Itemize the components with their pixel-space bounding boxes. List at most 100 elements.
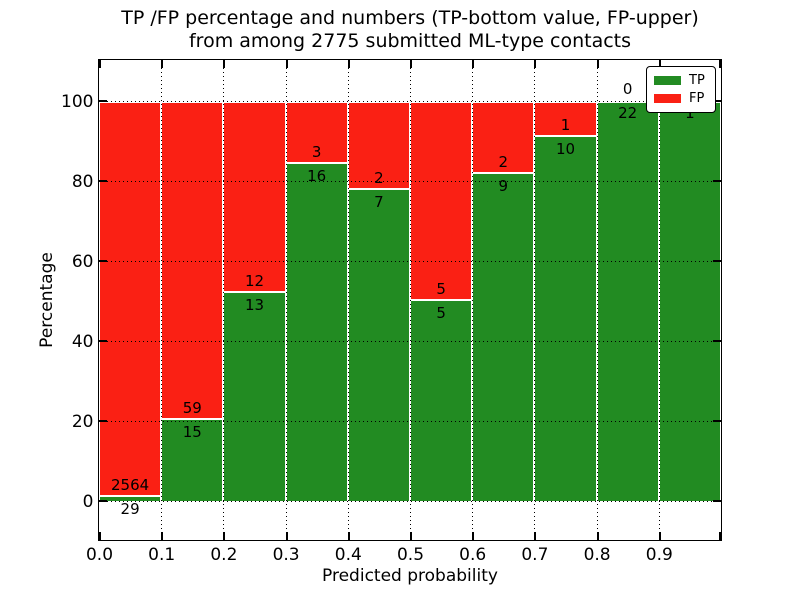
tp-count-label: 7 [374,192,384,211]
fp-count-label: 2 [374,168,384,187]
tp-count-label: 16 [307,167,327,186]
x-tick-mark [596,60,599,68]
vertical-gridline [596,60,598,540]
x-tick-mark [347,60,350,68]
tp-count-label: 9 [498,176,509,195]
y-tick-mark [99,420,107,422]
x-tick-label: 0.2 [210,545,238,565]
x-tick-label: 0.1 [148,545,176,565]
y-tick-mark [713,180,721,182]
y-tick-mark [713,260,721,262]
tp-count-label: 15 [182,422,202,441]
y-tick-mark [99,260,107,262]
x-axis-label: Predicted probability [322,566,498,586]
bar-segment-tp [100,496,161,501]
fp-count-label: 1 [560,116,571,135]
x-tick-mark [223,60,226,68]
y-tick-mark [99,100,107,102]
bar-segment-fp [535,101,596,138]
bar-segment-tp [659,101,720,501]
vertical-gridline [472,60,474,540]
legend-entry-label: FP [689,91,705,106]
tp-count-label: 22 [618,104,638,122]
x-tick-mark [410,532,412,540]
x-tick-label: 0.9 [645,545,673,565]
legend-entry-label: TP [689,73,705,88]
y-tick-mark [99,180,107,182]
x-tick-mark [161,60,164,68]
bar-segment-tp [597,101,658,501]
y-tick-label: 40 [71,331,94,352]
x-tick-mark [161,532,164,540]
fp-count-label: 3 [311,143,322,162]
chart-title-line1: TP /FP percentage and numbers (TP-bottom… [121,7,699,29]
x-tick-mark [285,60,288,68]
tp-count-label: 29 [120,499,140,518]
x-tick-label: 0.4 [334,545,362,565]
vertical-gridline [347,60,349,540]
x-tick-label: 0.3 [272,545,300,565]
tp-count-label: 5 [436,304,446,322]
vertical-gridline [161,60,163,540]
bar-segment-tp [224,293,285,501]
y-tick-label: 100 [61,91,94,112]
legend: TP FP [646,66,716,113]
vertical-gridline [285,60,287,540]
x-tick-mark [658,532,661,540]
x-tick-mark [534,532,537,540]
y-tick-label: 80 [71,171,94,192]
y-tick-mark [99,500,107,502]
legend-entry: TP [647,74,715,87]
bar-segment-tp [286,164,347,501]
x-tick-label: 0.5 [396,545,425,565]
fp-count-label: 2 [498,152,509,171]
bar-segment-fp [286,101,347,165]
y-tick-mark [713,100,721,102]
bar-segment-tp [473,173,534,501]
fp-count-label: 59 [182,398,202,417]
x-tick-label: 0.7 [521,545,549,565]
y-tick-mark [713,420,721,422]
legend-entry: FP [647,92,715,105]
bar-segment-fp [411,101,472,301]
x-tick-mark [472,60,475,68]
chart-title: TP /FP percentage and numbers (TP-bottom… [98,7,722,53]
bar-segment-tp [411,301,472,501]
bar-segment-fp [162,101,223,420]
x-tick-mark [596,532,599,540]
tp-count-label: 13 [244,296,265,314]
x-tick-mark [99,60,101,68]
x-tick-mark [347,532,350,540]
fp-count-label: 5 [436,280,446,298]
x-tick-mark [99,532,101,540]
x-tick-mark [223,532,226,540]
fp-count-label: 0 [622,80,633,98]
bar-segment-tp [162,419,223,501]
chart-title-line2: from among 2775 submitted ML-type contac… [188,30,632,52]
x-tick-mark [719,532,721,540]
x-tick-label: 0.6 [459,545,487,565]
vertical-gridline [534,60,536,540]
x-tick-mark [285,532,288,540]
x-tick-mark [534,60,537,68]
tp-legend-swatch [654,76,681,85]
vertical-gridline [223,60,225,540]
y-tick-label: 60 [71,251,94,272]
vertical-gridline [410,60,411,540]
y-tick-mark [713,340,721,342]
vertical-gridline [658,60,660,540]
y-axis-label: Percentage [37,252,57,348]
x-tick-mark [658,60,661,68]
fp-count-label: 12 [244,272,265,290]
tp-count-label: 10 [555,140,576,159]
fp-legend-swatch [654,94,681,103]
x-tick-label: 0.8 [583,545,611,565]
x-tick-mark [719,60,721,68]
bar-segment-tp [535,137,596,501]
bar-segment-fp [100,101,161,497]
bar-segment-tp [348,189,409,501]
plot-area: 2564295915121331627552911002201 [98,59,722,541]
y-tick-mark [99,340,107,342]
y-tick-label: 0 [82,491,94,512]
